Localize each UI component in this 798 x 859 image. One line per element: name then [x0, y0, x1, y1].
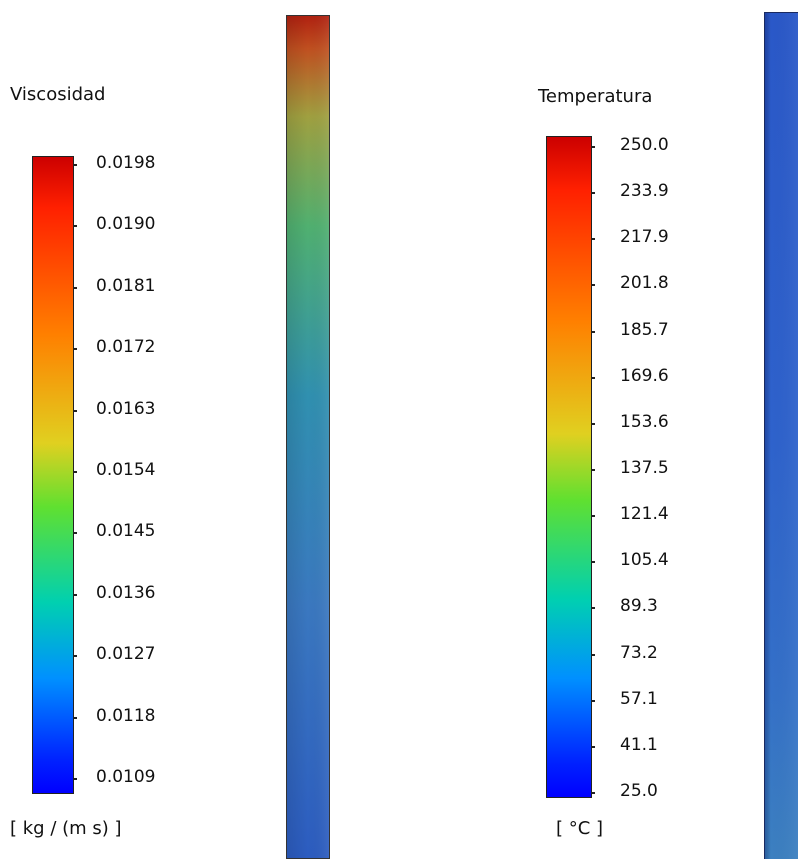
viscosity-tick-mark — [74, 471, 77, 473]
temperature-tick-mark — [592, 423, 595, 425]
viscosity-tick-mark — [74, 532, 77, 534]
viscosity-tick-label: 0.0198 — [96, 153, 156, 173]
viscosity-tick-label: 0.0190 — [96, 214, 156, 234]
temperature-tick-label: 233.9 — [620, 181, 669, 201]
viscosity-tick-mark — [74, 164, 77, 166]
temperature-tick-label: 137.5 — [620, 458, 669, 478]
temperature-tick-mark — [592, 700, 595, 702]
viscosity-tick-label: 0.0118 — [96, 706, 156, 726]
temperature-tick-label: 89.3 — [620, 596, 658, 616]
temperature-tick-mark — [592, 654, 595, 656]
temperature-colorbar — [546, 136, 592, 798]
temperature-tick-label: 25.0 — [620, 781, 658, 801]
viscosity-contour-plot — [286, 15, 330, 859]
viscosity-legend-title: Viscosidad — [10, 84, 106, 105]
viscosity-tick-mark — [74, 594, 77, 596]
viscosity-colorbar — [32, 156, 74, 794]
temperature-tick-mark — [592, 146, 595, 148]
viscosity-tick-mark — [74, 778, 77, 780]
viscosity-tick-mark — [74, 348, 77, 350]
temperature-contour-svg — [764, 12, 798, 859]
viscosity-tick-label: 0.0136 — [96, 583, 156, 603]
viscosity-units: [ kg / (m s) ] — [10, 818, 122, 839]
viscosity-tick-mark — [74, 287, 77, 289]
temperature-tick-mark — [592, 284, 595, 286]
viscosity-tick-label: 0.0163 — [96, 399, 156, 419]
viscosity-tick-label: 0.0109 — [96, 767, 156, 787]
viscosity-tick-mark — [74, 225, 77, 227]
viscosity-tick-label: 0.0145 — [96, 521, 156, 541]
temperature-tick-label: 169.6 — [620, 366, 669, 386]
temperature-tick-label: 73.2 — [620, 643, 658, 663]
temperature-tick-label: 185.7 — [620, 320, 669, 340]
temperature-tick-label: 217.9 — [620, 227, 669, 247]
temperature-tick-label: 41.1 — [620, 735, 658, 755]
temperature-tick-mark — [592, 746, 595, 748]
viscosity-tick-mark — [74, 717, 77, 719]
viscosity-tick-label: 0.0154 — [96, 460, 156, 480]
temperature-tick-mark — [592, 607, 595, 609]
temperature-tick-mark — [592, 515, 595, 517]
temperature-tick-mark — [592, 238, 595, 240]
viscosity-tick-label: 0.0181 — [96, 276, 156, 296]
temperature-tick-mark — [592, 331, 595, 333]
temperature-legend-title: Temperatura — [538, 86, 653, 107]
temperature-tick-label: 201.8 — [620, 273, 669, 293]
temperature-tick-mark — [592, 792, 595, 794]
temperature-contour-plot — [764, 12, 798, 859]
viscosity-tick-label: 0.0127 — [96, 644, 156, 664]
viscosity-tick-label: 0.0172 — [96, 337, 156, 357]
temperature-tick-label: 57.1 — [620, 689, 658, 709]
viscosity-contour-svg — [286, 15, 330, 859]
temperature-tick-label: 250.0 — [620, 135, 669, 155]
temperature-tick-label: 121.4 — [620, 504, 669, 524]
temperature-units: [ °C ] — [556, 818, 604, 839]
temperature-tick-mark — [592, 377, 595, 379]
temperature-tick-mark — [592, 469, 595, 471]
temperature-tick-label: 105.4 — [620, 550, 669, 570]
temperature-tick-mark — [592, 561, 595, 563]
temperature-tick-label: 153.6 — [620, 412, 669, 432]
temperature-tick-mark — [592, 192, 595, 194]
viscosity-tick-mark — [74, 655, 77, 657]
viscosity-tick-mark — [74, 410, 77, 412]
